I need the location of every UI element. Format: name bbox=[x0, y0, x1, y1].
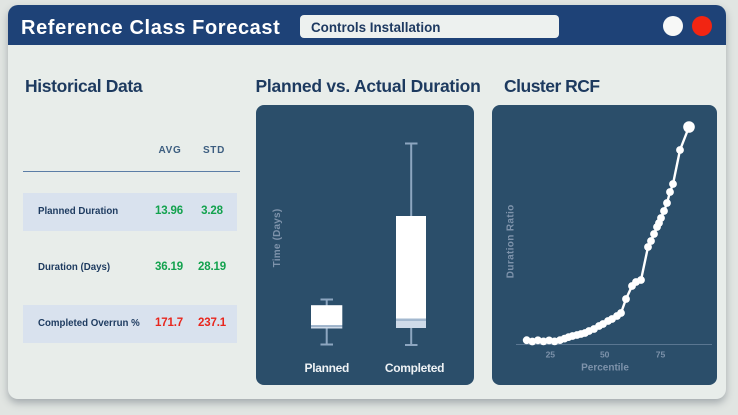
svg-text:50: 50 bbox=[600, 350, 610, 360]
svg-text:Completed: Completed bbox=[385, 361, 444, 375]
svg-text:25: 25 bbox=[546, 350, 556, 360]
svg-text:Planned: Planned bbox=[305, 361, 350, 375]
svg-text:75: 75 bbox=[656, 350, 666, 360]
svg-text:Percentile: Percentile bbox=[581, 362, 629, 373]
svg-text:Time (Days): Time (Days) bbox=[272, 209, 283, 268]
svg-text:Duration Ratio: Duration Ratio bbox=[506, 204, 517, 278]
